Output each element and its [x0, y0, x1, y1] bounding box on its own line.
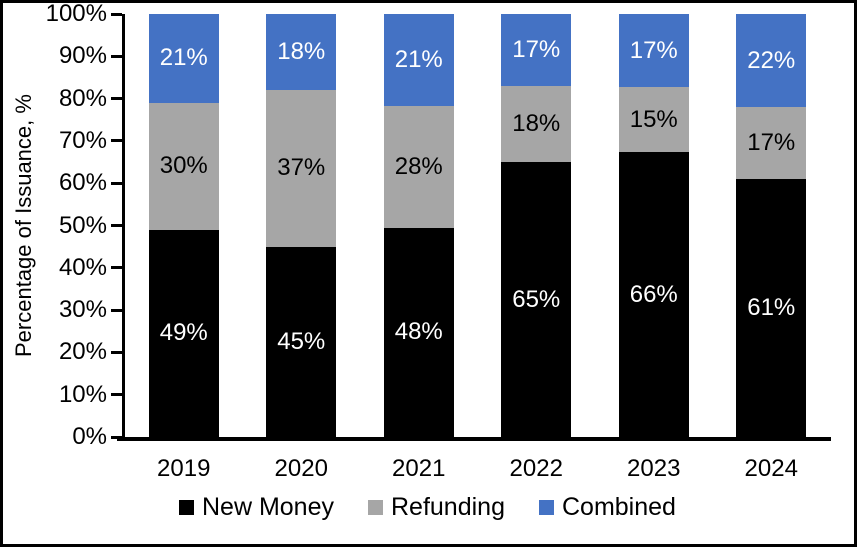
y-axis-tick-mark [111, 308, 122, 312]
y-axis-tick-mark [111, 393, 122, 397]
segment-label: 21% [159, 44, 208, 72]
y-axis-tick-label: 90% [58, 42, 107, 70]
segment-label: 37% [277, 154, 326, 182]
x-axis-label-2020: 2020 [274, 455, 328, 482]
bar-segment-refunding-2023: 15% [618, 87, 689, 153]
segment-label: 30% [159, 152, 208, 180]
bar-2021: 21% 28% 48% [383, 14, 454, 437]
bar-segment-refunding-2021: 28% [383, 105, 454, 228]
bar-segment-new-money-2023: 66% [618, 152, 689, 437]
legend-swatch-combined [538, 499, 554, 515]
legend-swatch-new-money [179, 499, 194, 515]
bar-segment-new-money-2019: 49% [148, 229, 219, 437]
plot-area: 21% 30% 49% 18% 37% 45% 21% 28% 48% 17% 18% 65% 17% 1… [125, 14, 830, 437]
legend-label: Combined [561, 492, 676, 521]
y-axis-tick-label: 30% [58, 296, 107, 324]
bar-segment-combined-2022: 17% [501, 14, 572, 86]
y-axis-tick-mark [111, 181, 122, 185]
y-axis-line [122, 14, 125, 440]
y-axis-tick-label: 70% [58, 126, 107, 154]
bar-segment-refunding-2019: 30% [148, 102, 219, 230]
segment-label: 17% [512, 35, 561, 63]
y-axis-tick-label: 10% [58, 380, 107, 408]
y-axis-tick-mark [111, 54, 122, 58]
segment-label: 48% [394, 318, 443, 346]
bar-segment-combined-2023: 17% [618, 14, 689, 88]
bar-segment-combined-2019: 21% [148, 14, 219, 103]
segment-label: 66% [629, 280, 678, 308]
x-axis-label-2024: 2024 [744, 455, 798, 482]
bar-segment-refunding-2024: 17% [736, 107, 807, 179]
legend-swatch-refunding [368, 499, 383, 515]
x-axis-line [117, 437, 831, 441]
y-axis-tick-label: 60% [58, 169, 107, 197]
segment-label: 22% [747, 46, 796, 74]
legend-item-new-money: New Money [179, 493, 334, 522]
segment-label: 45% [277, 327, 326, 355]
bar-segment-combined-2021: 21% [383, 14, 454, 106]
x-axis-label-2023: 2023 [627, 455, 681, 482]
legend-label: New Money [202, 492, 334, 521]
y-axis-tick-label: 80% [58, 84, 107, 112]
segment-label: 17% [629, 36, 678, 64]
bar-2020: 18% 37% 45% [266, 14, 337, 437]
y-axis-tick-label: 40% [58, 253, 107, 281]
segment-label: 28% [394, 152, 443, 180]
legend: New Money Refunding Combined [179, 492, 676, 522]
bar-2023: 17% 15% 66% [618, 14, 689, 437]
segment-label: 65% [512, 285, 561, 313]
y-axis-tick-label: 20% [58, 338, 107, 366]
x-axis-label-2021: 2021 [392, 455, 446, 482]
y-axis-tick-mark [111, 12, 122, 16]
bar-segment-new-money-2021: 48% [383, 227, 454, 437]
y-axis-tick-label: 100% [45, 0, 107, 27]
bar-segment-refunding-2022: 18% [501, 85, 572, 163]
bar-2019: 21% 30% 49% [148, 14, 219, 437]
bar-2024: 22% 17% 61% [736, 14, 807, 437]
segment-label: 49% [159, 319, 208, 347]
y-axis-tick-mark [111, 266, 122, 270]
segment-label: 17% [747, 129, 796, 156]
bar-segment-new-money-2024: 61% [736, 178, 807, 437]
y-axis-tick-mark [111, 350, 122, 354]
y-axis-tick-label: 0% [72, 423, 107, 450]
bar-segment-combined-2024: 22% [736, 14, 807, 108]
segment-label: 18% [512, 109, 561, 137]
bar-2022: 17% 18% 65% [501, 14, 572, 437]
y-axis-tick-label: 50% [58, 211, 107, 239]
segment-label: 15% [629, 105, 678, 133]
bar-segment-new-money-2020: 45% [266, 246, 337, 437]
bar-segment-combined-2020: 18% [266, 14, 337, 91]
x-axis-label-2022: 2022 [509, 455, 563, 482]
segment-label: 18% [277, 38, 326, 66]
legend-item-combined: Combined [538, 492, 676, 522]
segment-label: 61% [747, 293, 796, 321]
legend-label: Refunding [391, 492, 505, 521]
y-axis-tick-mark [111, 97, 122, 101]
y-axis-tick-mark [111, 139, 122, 143]
x-axis-label-2019: 2019 [157, 455, 211, 482]
bar-segment-new-money-2022: 65% [501, 162, 572, 437]
bar-segment-refunding-2020: 37% [266, 90, 337, 247]
y-axis-tick-mark [111, 435, 122, 439]
segment-label: 21% [394, 45, 443, 73]
legend-item-refunding: Refunding [368, 493, 505, 522]
y-axis-tick-mark [111, 224, 122, 227]
